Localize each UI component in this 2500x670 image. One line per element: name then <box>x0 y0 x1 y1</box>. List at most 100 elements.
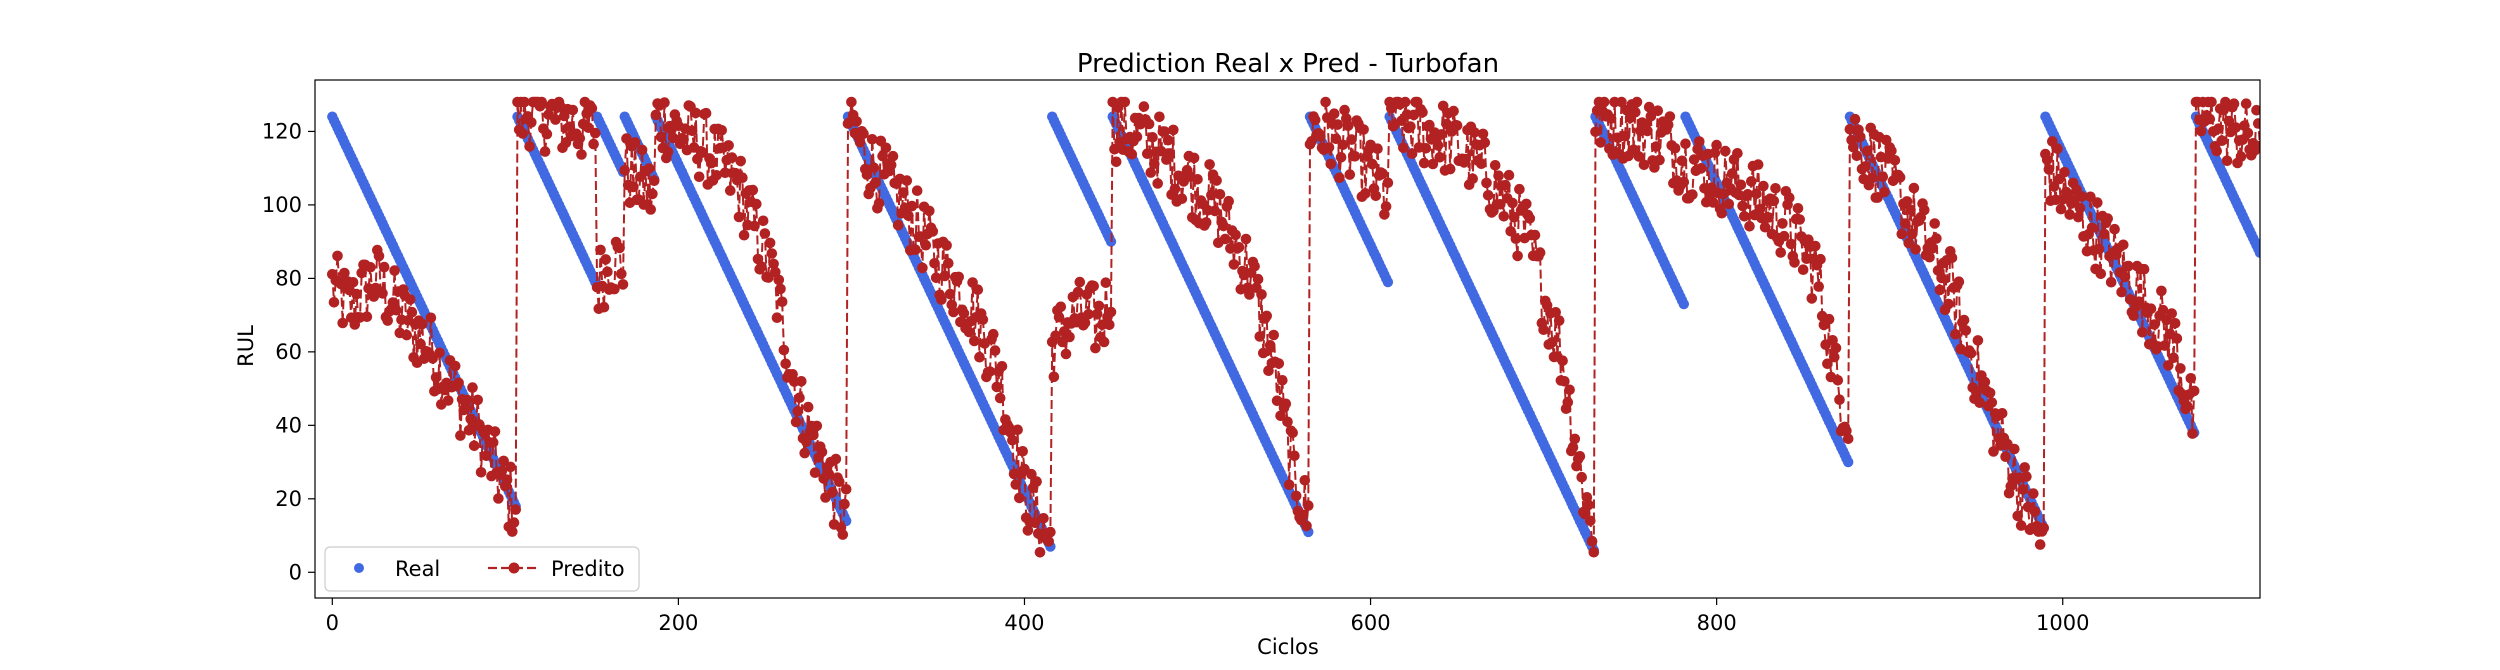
predito-point <box>1104 319 1115 331</box>
predito-point <box>700 107 712 119</box>
predito-point <box>1169 183 1181 195</box>
predito-point <box>1498 211 1510 222</box>
predito-point <box>2223 115 2235 127</box>
y-axis-label: RUL <box>234 325 258 367</box>
predito-point <box>1335 152 1347 163</box>
x-tick-label: 800 <box>1697 611 1737 635</box>
predito-point <box>1996 408 2008 419</box>
predito-point <box>590 127 601 139</box>
predito-point <box>1797 264 1809 276</box>
x-tick-label: 600 <box>1351 611 1391 635</box>
predito-point <box>1289 450 1300 462</box>
predito-point <box>1927 243 1939 254</box>
predito-point <box>764 237 776 249</box>
predito-point <box>851 116 862 127</box>
predito-point <box>614 242 625 254</box>
predito-point <box>1256 289 1267 300</box>
predito-point <box>2102 213 2113 224</box>
predito-point <box>541 128 553 140</box>
predito-point <box>1219 233 1231 245</box>
predito-point <box>1901 196 1913 207</box>
predito-point <box>1562 396 1574 408</box>
predito-point <box>475 467 487 478</box>
y-tick-label: 60 <box>275 340 302 364</box>
predito-point <box>2099 228 2110 240</box>
predito-point <box>600 254 611 265</box>
predito-point <box>460 403 471 414</box>
predito-point <box>930 272 942 284</box>
predito-point <box>467 382 478 393</box>
predito-point <box>1716 207 1728 219</box>
predito-point <box>1277 375 1288 386</box>
predito-point <box>1931 233 1942 244</box>
predito-point <box>1567 441 1579 453</box>
predito-point <box>1119 96 1131 108</box>
predito-point <box>442 395 454 406</box>
predito-point <box>1090 342 1101 354</box>
predito-point <box>2182 400 2193 412</box>
predito-point <box>417 318 428 330</box>
predito-point <box>1654 154 1665 166</box>
predito-point <box>927 226 939 237</box>
x-axis-label: Ciclos <box>1257 635 1319 659</box>
predito-point <box>2118 239 2129 251</box>
predito-point <box>1815 253 1826 265</box>
predito-point <box>723 140 734 151</box>
predito-point <box>1315 131 1326 142</box>
predito-point <box>1481 177 1492 189</box>
predito-point <box>1751 188 1762 200</box>
predito-point <box>667 132 679 144</box>
legend-predito-label: Predito <box>551 557 625 581</box>
predito-point <box>655 131 667 143</box>
predito-point <box>1576 471 1587 483</box>
predito-point <box>2156 285 2167 297</box>
predito-point <box>1088 280 1099 292</box>
predito-point <box>1770 183 1781 194</box>
predito-point <box>1162 134 1174 146</box>
predito-point <box>1758 180 1769 192</box>
predito-point <box>510 504 521 515</box>
predito-point <box>1972 335 1984 346</box>
predito-point <box>1557 355 1568 367</box>
predito-point <box>1280 398 1292 410</box>
predito-point <box>1763 212 1774 223</box>
predito-point <box>953 271 964 283</box>
predito-point <box>2240 98 2252 109</box>
predito-point <box>2204 113 2216 125</box>
predito-point <box>1200 217 1212 228</box>
predito-point <box>1553 315 1565 326</box>
predito-point <box>1903 237 1914 249</box>
predito-point <box>1559 376 1570 387</box>
predito-point <box>1906 228 1918 240</box>
predito-point <box>2095 268 2107 280</box>
predito-point <box>941 240 952 251</box>
predito-point <box>1380 201 1392 212</box>
predito-point <box>501 474 513 486</box>
predito-point <box>1418 157 1430 169</box>
predito-point <box>2059 166 2070 178</box>
predito-point <box>629 137 641 148</box>
predito-point <box>1382 177 1394 189</box>
predito-point <box>1012 424 1023 436</box>
predito-point <box>780 358 791 370</box>
predito-point <box>768 258 779 270</box>
predito-point <box>401 329 413 341</box>
predito-point <box>2216 135 2228 146</box>
predito-point <box>887 150 899 162</box>
predito-point <box>1586 535 1598 547</box>
predito-point <box>564 121 575 133</box>
predito-point <box>616 268 627 280</box>
predito-point <box>1958 314 1970 326</box>
predito-point <box>1830 342 1842 354</box>
predito-point <box>1834 394 1845 406</box>
predito-point <box>1678 176 1690 188</box>
predito-point <box>1680 138 1691 150</box>
predito-point <box>1303 500 1314 511</box>
predito-point <box>567 104 579 116</box>
predito-point <box>1299 475 1311 486</box>
predito-point <box>598 301 610 313</box>
predito-point <box>1861 145 1873 157</box>
predito-point <box>1503 169 1515 181</box>
predito-point <box>2064 209 2075 220</box>
predito-point <box>733 211 745 223</box>
